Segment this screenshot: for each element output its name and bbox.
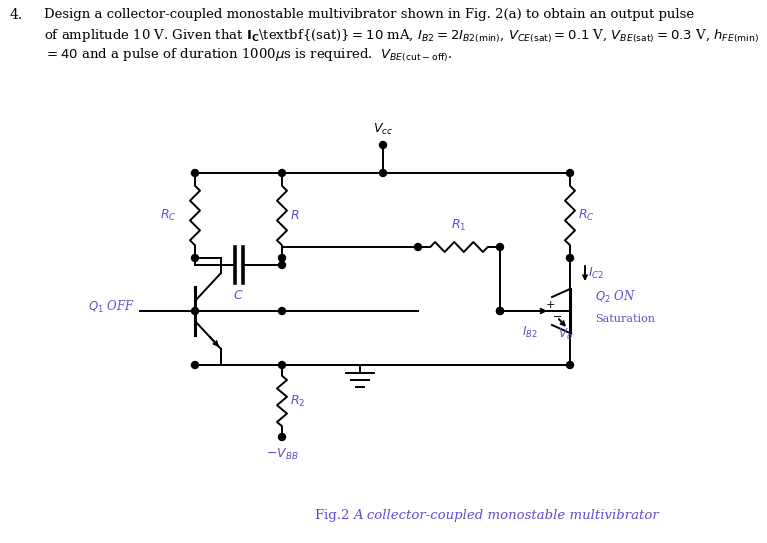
Circle shape [278,307,285,314]
Circle shape [192,362,199,369]
Text: $I_{C2}$: $I_{C2}$ [588,266,604,281]
Circle shape [278,255,285,262]
Text: −: − [553,312,563,322]
Circle shape [278,169,285,176]
Text: $Q_2$ ON: $Q_2$ ON [595,289,636,305]
Circle shape [414,243,422,250]
Text: $R_C$: $R_C$ [578,208,594,223]
Text: Fig.2: Fig.2 [315,508,354,521]
Circle shape [278,362,285,369]
Circle shape [278,262,285,268]
Text: $V_{cc}$: $V_{cc}$ [373,122,393,137]
Circle shape [192,255,199,262]
Circle shape [496,243,503,250]
Text: $-V_{BB}$: $-V_{BB}$ [265,447,298,462]
Text: +: + [545,300,555,310]
Text: Design a collector-coupled monostable multivibrator shown in Fig. 2(a) to obtain: Design a collector-coupled monostable mu… [44,8,695,21]
Circle shape [380,169,387,176]
Text: $R_2$: $R_2$ [290,394,305,408]
Text: Saturation: Saturation [595,314,655,324]
Text: $Q_1$ OFF: $Q_1$ OFF [88,299,135,315]
Circle shape [567,255,574,262]
Text: 4.: 4. [10,8,23,22]
Circle shape [496,307,503,314]
Text: of amplitude 10 V. Given that $\mathbf{I_C}$\textbf{(sat)}$= 10$ mA, $I_{B2} = 2: of amplitude 10 V. Given that $\mathbf{I… [44,28,759,45]
Circle shape [192,307,199,314]
Text: $V_{\sigma}$: $V_{\sigma}$ [558,327,574,342]
Text: $= 40$ and a pulse of duration 1000$\mu$s is required.  $V_{BE\mathrm{(cut-off)}: $= 40$ and a pulse of duration 1000$\mu$… [44,47,453,65]
Circle shape [380,142,387,148]
Text: $R_C$: $R_C$ [160,208,177,223]
Text: $R$: $R$ [290,209,299,222]
Text: $C$: $C$ [233,289,244,302]
Circle shape [567,362,574,369]
Text: A collector-coupled monostable multivibrator: A collector-coupled monostable multivibr… [354,508,660,521]
Text: $R_1$: $R_1$ [451,218,466,233]
Circle shape [496,307,503,314]
Circle shape [278,433,285,440]
Circle shape [192,169,199,176]
Circle shape [567,169,574,176]
Text: $I_{B2}$: $I_{B2}$ [522,325,538,340]
